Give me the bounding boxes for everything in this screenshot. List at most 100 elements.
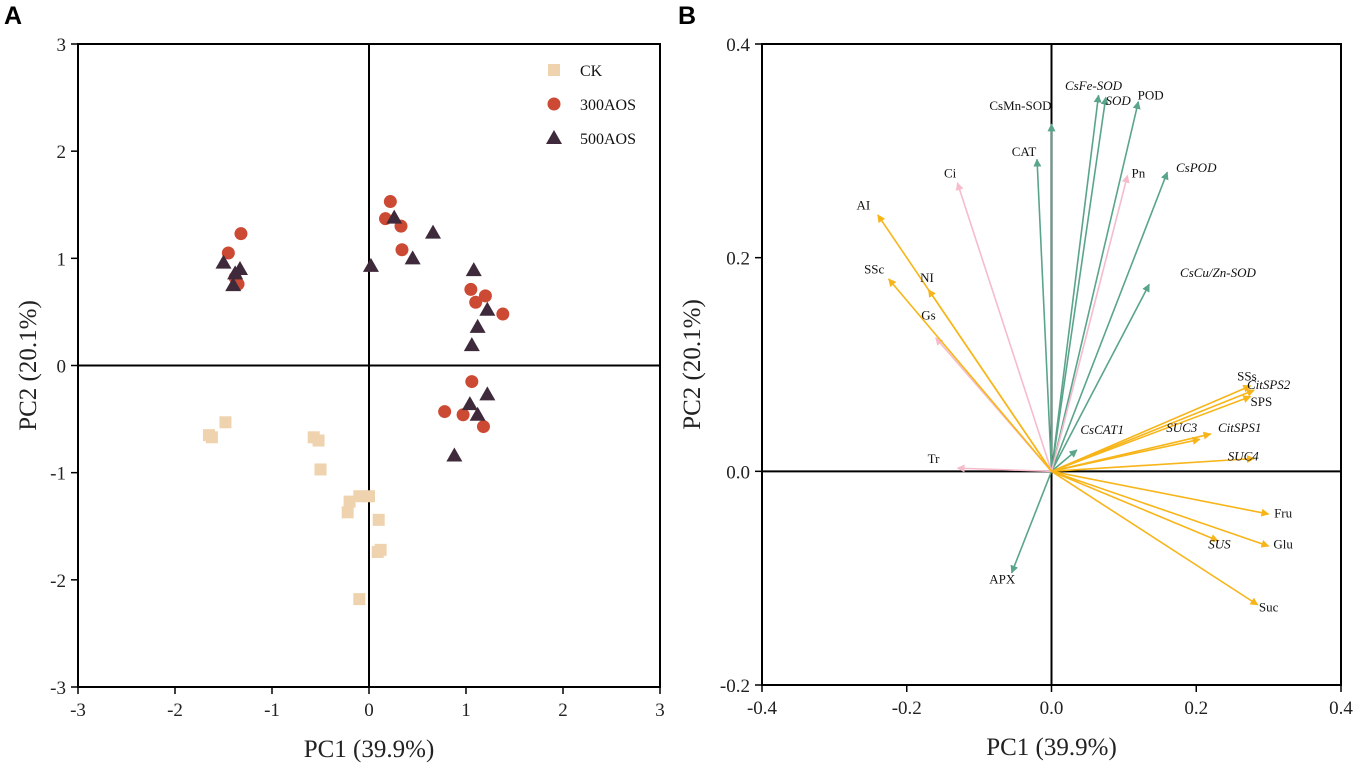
a-point-ck xyxy=(219,416,232,429)
a-y-tick-label: -2 xyxy=(50,571,66,592)
a-y-tick-label: 3 xyxy=(57,35,67,56)
a-legend-marker-500aos xyxy=(546,130,562,144)
b-vector-label-csfe-sod: CsFe-SOD xyxy=(1065,78,1123,93)
b-vector-label-ni: NI xyxy=(920,270,934,285)
b-y-tick-label: 0.0 xyxy=(726,462,750,483)
b-y-tick-label: 0.4 xyxy=(726,35,750,56)
b-vector-pn xyxy=(1050,174,1130,472)
b-vector-label-glu: Glu xyxy=(1273,536,1293,551)
a-point-500aos xyxy=(469,406,486,421)
a-legend-label-300aos: 300AOS xyxy=(580,97,636,114)
b-vector-suc xyxy=(1051,470,1259,606)
a-point-500aos xyxy=(465,262,482,277)
a-x-tick-label: -1 xyxy=(264,700,280,721)
a-point-300aos xyxy=(496,307,510,321)
panel-a-letter: A xyxy=(4,2,22,30)
a-legend-label-500aos: 500AOS xyxy=(580,131,636,148)
a-point-ck xyxy=(371,545,384,558)
b-vector-label-csmn-sod: CsMn-SOD xyxy=(989,98,1051,113)
a-y-axis-title: PC2 (20.1%) xyxy=(15,300,42,431)
b-vector-label-sss: SSs xyxy=(1237,369,1257,384)
a-point-300aos xyxy=(438,405,452,419)
b-vector-ci xyxy=(955,182,1053,472)
b-x-tick-label: 0.2 xyxy=(1184,698,1208,719)
panel-a-scatter: -3 -2 -1 0 1 2 3 -3 -2 -1 0 1 2 3 PC1 (39.9%) PC2 (20.1… xyxy=(15,35,665,763)
a-point-500aos xyxy=(479,386,496,401)
b-vector-label-fru: Fru xyxy=(1274,505,1293,520)
a-point-500aos xyxy=(225,277,242,292)
a-legend-marker-300aos xyxy=(547,97,561,111)
b-vector-tr xyxy=(956,464,1052,473)
b-vector-suc4 xyxy=(1051,454,1255,473)
a-x-tick-label: -2 xyxy=(167,700,183,721)
b-vector-pod xyxy=(1050,100,1141,472)
a-point-ck xyxy=(353,593,366,606)
a-point-500aos xyxy=(386,209,403,224)
b-vector-label-sps: SPS xyxy=(1251,394,1273,409)
a-legend-marker-ck xyxy=(548,64,560,76)
b-vector-citsps1 xyxy=(1051,431,1212,473)
b-x-tick-label: 0.0 xyxy=(1040,698,1064,719)
b-vector-cat xyxy=(1033,158,1053,472)
a-point-500aos xyxy=(446,447,463,462)
a-point-300aos xyxy=(476,420,490,434)
b-vector-sod xyxy=(1050,96,1109,472)
a-point-ck xyxy=(372,513,385,526)
a-point-500aos xyxy=(463,337,480,352)
b-vector-cscu-zn-sod xyxy=(1050,283,1150,472)
b-vector-glu xyxy=(1051,470,1270,548)
b-vector-label-suc3: SUC3 xyxy=(1166,420,1198,435)
a-point-300aos xyxy=(221,246,235,260)
a-point-ck xyxy=(312,434,325,447)
a-point-500aos xyxy=(461,396,478,411)
a-y-tick-label: -1 xyxy=(50,464,66,485)
a-point-ck xyxy=(363,490,375,503)
a-point-ck xyxy=(343,495,356,508)
b-vector-label-citsps1: CitSPS1 xyxy=(1218,420,1261,435)
a-point-ck xyxy=(341,506,354,519)
b-x-tick-label: 0.4 xyxy=(1329,698,1353,719)
b-vector-csfe-sod xyxy=(1050,94,1102,472)
b-x-axis-title: PC1 (39.9%) xyxy=(986,734,1117,761)
a-point-300aos xyxy=(395,243,409,257)
b-vector-sps xyxy=(1051,395,1252,473)
b-vector-label-gs: Gs xyxy=(921,308,935,323)
a-x-tick-label: -3 xyxy=(70,700,86,721)
b-vector-cspod xyxy=(1050,171,1169,472)
b-vector-label-ssc: SSc xyxy=(864,262,884,277)
b-vector-label-cat: CAT xyxy=(1012,144,1037,159)
panel-b-letter: B xyxy=(678,2,696,30)
a-point-500aos xyxy=(215,254,232,269)
b-vector-label-ai: AI xyxy=(856,198,870,213)
a-point-500aos xyxy=(227,265,244,280)
b-vector-label-cscat1: CsCAT1 xyxy=(1080,422,1124,437)
b-x-tick-label: -0.2 xyxy=(892,698,922,719)
b-y-axis-title: PC2 (20.1%) xyxy=(679,299,706,430)
a-point-300aos xyxy=(234,227,248,241)
b-y-tick-label: -0.2 xyxy=(720,676,750,697)
a-point-500aos xyxy=(404,250,421,265)
b-vector-label-suc4: SUC4 xyxy=(1228,449,1260,464)
a-x-tick-label: 2 xyxy=(558,700,568,721)
b-vector-label-ci: Ci xyxy=(944,166,957,181)
a-point-300aos xyxy=(478,289,492,303)
a-point-500aos xyxy=(479,301,496,316)
a-point-300aos xyxy=(465,375,479,389)
b-vector-ni xyxy=(927,289,1053,472)
a-x-tick-label: 1 xyxy=(461,700,471,721)
b-vector-label-citsps2: CitSPS2 xyxy=(1247,377,1291,392)
b-vector-sus xyxy=(1051,470,1219,542)
a-x-axis-title: PC1 (39.9%) xyxy=(304,736,435,763)
b-vector-label-pod: POD xyxy=(1138,88,1164,103)
a-y-tick-label: 2 xyxy=(57,142,67,163)
b-vector-label-pn: Pn xyxy=(1131,166,1145,181)
b-vector-label-tr: Tr xyxy=(928,451,940,466)
a-point-300aos xyxy=(456,408,470,422)
b-y-tick-label: 0.2 xyxy=(726,249,750,270)
a-point-300aos xyxy=(464,282,478,296)
b-vector-apx xyxy=(1010,471,1053,574)
b-vector-label-suc: Suc xyxy=(1259,599,1279,614)
a-point-500aos xyxy=(425,224,442,239)
